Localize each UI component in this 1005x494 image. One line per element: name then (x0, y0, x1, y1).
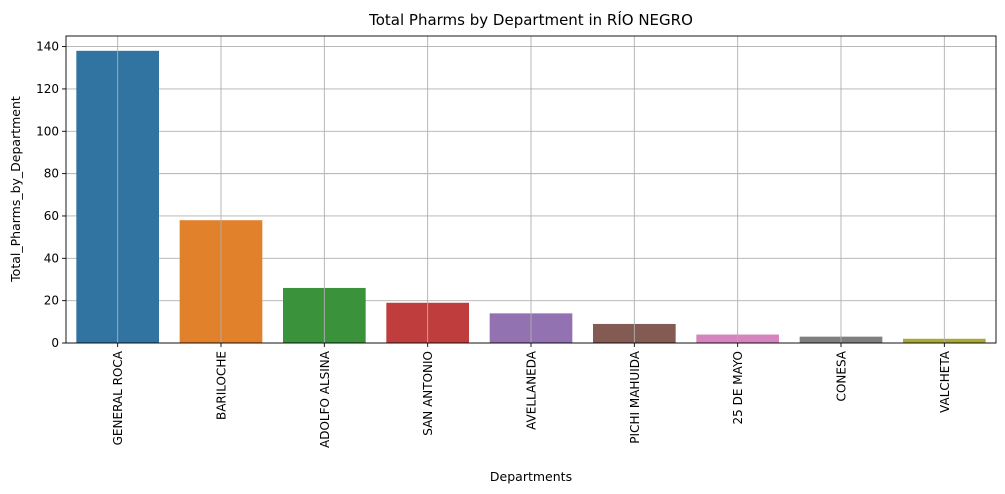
y-tick-label: 0 (51, 336, 59, 350)
y-tick-label: 80 (44, 167, 59, 181)
x-tick-label: BARILOCHE (215, 351, 229, 420)
y-tick-label: 40 (44, 251, 59, 265)
x-tick-label: CONESA (835, 350, 849, 401)
x-tick-label: SAN ANTONIO (421, 351, 435, 436)
x-axis-ticks: GENERAL ROCA BARILOCHE ADOLFO ALSINA SAN AN… (111, 343, 952, 448)
x-grid-lines (117, 36, 945, 343)
y-tick-label: 140 (36, 40, 59, 54)
x-tick-label: VALCHETA (938, 350, 952, 413)
chart-title: Total Pharms by Department in RÍO NEGRO (368, 10, 693, 29)
x-tick-label: ADOLFO ALSINA (318, 350, 332, 448)
y-tick-label: 100 (36, 124, 59, 138)
y-axis-label: Total_Pharms_by_Department (8, 96, 23, 283)
x-tick-label: GENERAL ROCA (111, 350, 125, 445)
x-tick-label: AVELLANEDA (525, 350, 539, 430)
x-tick-label: PICHI MAHUIDA (628, 350, 642, 443)
y-axis-ticks: 0 20 40 60 80 100 120 140 (36, 40, 66, 350)
y-tick-label: 20 (44, 294, 59, 308)
x-axis-label: Departments (490, 469, 572, 484)
y-tick-label: 60 (44, 209, 59, 223)
x-tick-label: 25 DE MAYO (731, 351, 745, 424)
y-tick-label: 120 (36, 82, 59, 96)
